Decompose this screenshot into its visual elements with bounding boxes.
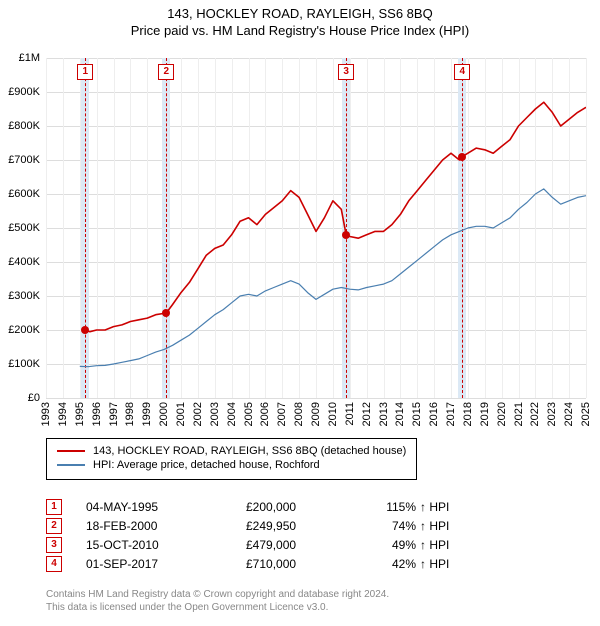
x-tick-label: 2001: [175, 402, 187, 426]
line-series: [46, 58, 586, 398]
legend-swatch: [57, 464, 85, 466]
y-tick-label: £600K: [0, 188, 40, 200]
legend: 143, HOCKLEY ROAD, RAYLEIGH, SS6 8BQ (de…: [46, 438, 417, 480]
table-row: 3 15-OCT-2010£479,00049%↑ HPI: [46, 537, 449, 553]
table-row-marker: 4: [46, 556, 62, 572]
x-tick-label: 2003: [209, 402, 221, 426]
x-tick-label: 2007: [276, 402, 288, 426]
x-tick-label: 2000: [158, 402, 170, 426]
x-tick-label: 2012: [361, 402, 373, 426]
x-tick-label: 1999: [141, 402, 153, 426]
table-hpi-direction: ↑ HPI: [420, 519, 449, 533]
footer-line2: This data is licensed under the Open Gov…: [46, 601, 389, 614]
table-hpi-direction: ↑ HPI: [420, 500, 449, 514]
x-tick-label: 2008: [293, 402, 305, 426]
chart-subtitle: Price paid vs. HM Land Registry's House …: [0, 23, 600, 38]
x-tick-label: 2017: [445, 402, 457, 426]
x-tick-label: 1997: [108, 402, 120, 426]
x-tick-label: 2006: [259, 402, 271, 426]
plot-area: 1234 £0£100K£200K£300K£400K£500K£600K£70…: [46, 58, 586, 398]
table-hpi-direction: ↑ HPI: [420, 557, 449, 571]
table-row-marker: 2: [46, 518, 62, 534]
table-price: £479,000: [246, 538, 356, 552]
table-price: £200,000: [246, 500, 356, 514]
x-tick-label: 2022: [529, 402, 541, 426]
x-tick-label: 2018: [462, 402, 474, 426]
x-tick-label: 2009: [310, 402, 322, 426]
x-tick-label: 2023: [546, 402, 558, 426]
table-date: 01-SEP-2017: [86, 557, 246, 571]
y-tick-label: £900K: [0, 86, 40, 98]
legend-item: HPI: Average price, detached house, Roch…: [57, 459, 406, 471]
x-tick-label: 2021: [513, 402, 525, 426]
x-tick-label: 2004: [226, 402, 238, 426]
table-date: 18-FEB-2000: [86, 519, 246, 533]
x-tick-label: 2019: [479, 402, 491, 426]
x-tick-label: 2025: [580, 402, 592, 426]
x-tick-label: 1998: [124, 402, 136, 426]
y-tick-label: £300K: [0, 290, 40, 302]
event-table: 104-MAY-1995£200,000115%↑ HPI218-FEB-200…: [46, 496, 449, 575]
table-row: 2 18-FEB-2000£249,95074%↑ HPI: [46, 518, 449, 534]
table-date: 04-MAY-1995: [86, 500, 246, 514]
chart-container: 143, HOCKLEY ROAD, RAYLEIGH, SS6 8BQ Pri…: [0, 6, 600, 626]
table-pct: 49%: [356, 538, 420, 552]
table-row-marker: 1: [46, 499, 62, 515]
chart-title: 143, HOCKLEY ROAD, RAYLEIGH, SS6 8BQ: [0, 6, 600, 21]
table-pct: 74%: [356, 519, 420, 533]
legend-label: 143, HOCKLEY ROAD, RAYLEIGH, SS6 8BQ (de…: [93, 445, 406, 457]
table-price: £249,950: [246, 519, 356, 533]
y-tick-label: £700K: [0, 154, 40, 166]
x-tick-label: 2010: [327, 402, 339, 426]
x-tick-label: 1994: [57, 402, 69, 426]
legend-item: 143, HOCKLEY ROAD, RAYLEIGH, SS6 8BQ (de…: [57, 445, 406, 457]
x-tick-label: 1996: [91, 402, 103, 426]
table-row: 4 01-SEP-2017£710,00042%↑ HPI: [46, 556, 449, 572]
x-tick-label: 2005: [243, 402, 255, 426]
x-tick-label: 2015: [411, 402, 423, 426]
y-tick-label: £0: [0, 392, 40, 404]
x-tick-label: 2014: [394, 402, 406, 426]
x-tick-label: 2016: [428, 402, 440, 426]
x-tick-label: 2024: [563, 402, 575, 426]
footer-attribution: Contains HM Land Registry data © Crown c…: [46, 588, 389, 614]
x-tick-label: 2011: [344, 402, 356, 426]
x-tick-label: 2020: [496, 402, 508, 426]
table-hpi-direction: ↑ HPI: [420, 538, 449, 552]
y-tick-label: £1M: [0, 52, 40, 64]
table-price: £710,000: [246, 557, 356, 571]
y-tick-label: £400K: [0, 256, 40, 268]
table-pct: 115%: [356, 500, 420, 514]
x-tick-label: 1995: [74, 402, 86, 426]
legend-swatch: [57, 450, 85, 452]
series-line: [80, 189, 586, 367]
x-tick-label: 2013: [378, 402, 390, 426]
event-data-point: [458, 153, 466, 161]
y-tick-label: £200K: [0, 324, 40, 336]
legend-label: HPI: Average price, detached house, Roch…: [93, 459, 320, 471]
table-pct: 42%: [356, 557, 420, 571]
y-tick-label: £100K: [0, 358, 40, 370]
x-tick-label: 2002: [192, 402, 204, 426]
table-date: 15-OCT-2010: [86, 538, 246, 552]
y-tick-label: £800K: [0, 120, 40, 132]
table-row-marker: 3: [46, 537, 62, 553]
x-tick-label: 1993: [40, 402, 52, 426]
y-tick-label: £500K: [0, 222, 40, 234]
table-row: 1 04-MAY-1995£200,000115%↑ HPI: [46, 499, 449, 515]
footer-line1: Contains HM Land Registry data © Crown c…: [46, 588, 389, 601]
